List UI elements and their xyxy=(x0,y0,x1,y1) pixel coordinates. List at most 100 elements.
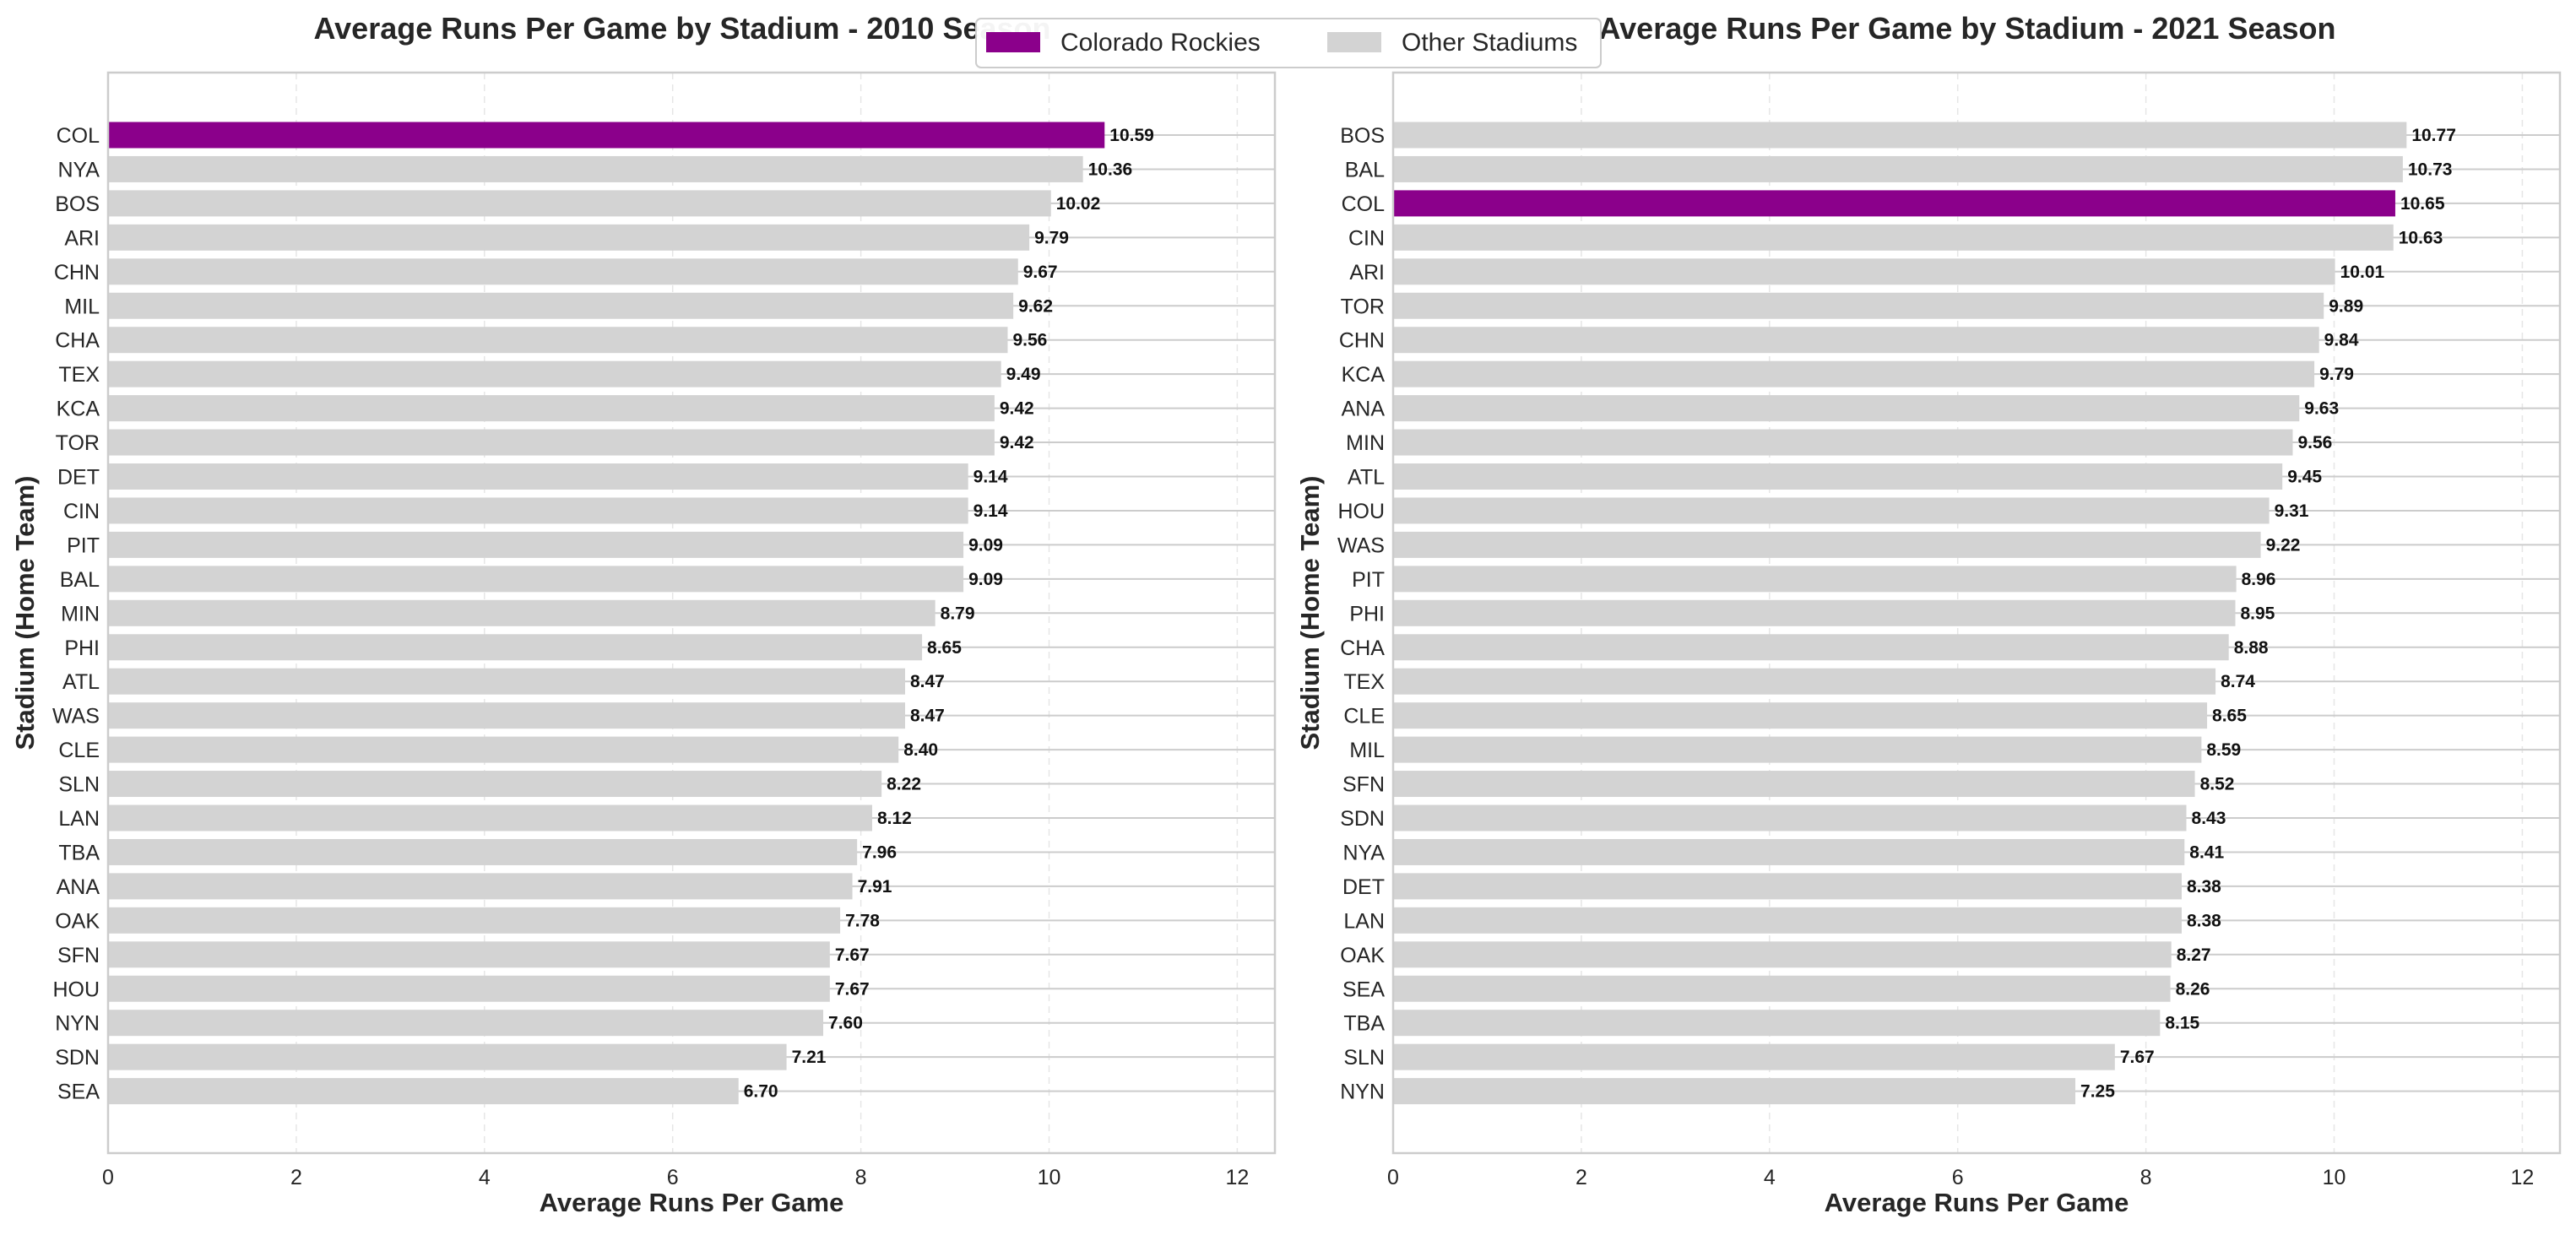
data-label-pit: 8.96 xyxy=(2242,570,2276,589)
x-tick-label: 4 xyxy=(1764,1166,1776,1189)
bar-min xyxy=(108,599,935,626)
y-tick-label-ana: ANA xyxy=(57,875,100,899)
bar-mil xyxy=(108,292,1014,319)
x-tick-label: 12 xyxy=(2511,1166,2535,1189)
bar-sln xyxy=(108,771,882,798)
x-tick-label: 2 xyxy=(1575,1166,1587,1189)
x-tick-label: 0 xyxy=(102,1166,114,1189)
data-label-hou: 9.31 xyxy=(2275,501,2309,521)
data-label-kca: 9.79 xyxy=(2319,365,2354,384)
bar-tba xyxy=(1393,1010,2161,1037)
bar-hou xyxy=(1393,497,2270,524)
x-axis-label: Average Runs Per Game xyxy=(540,1188,844,1217)
y-tick-label-hou: HOU xyxy=(52,978,100,1001)
data-label-lan: 8.38 xyxy=(2187,911,2221,930)
bar-cle xyxy=(108,736,899,763)
y-tick-label-cha: CHA xyxy=(55,329,100,353)
y-tick-label-phi: PHI xyxy=(64,636,100,660)
data-label-sfn: 8.52 xyxy=(2200,775,2235,794)
bar-bal xyxy=(108,566,964,593)
legend-swatch xyxy=(986,32,1040,52)
y-tick-label-sln: SLN xyxy=(1343,1046,1385,1070)
bar-tba xyxy=(108,838,858,865)
data-label-bos: 10.02 xyxy=(1056,194,1101,214)
data-label-tba: 7.96 xyxy=(862,842,897,862)
y-tick-label-sdn: SDN xyxy=(1340,807,1385,831)
y-tick-label-col: COL xyxy=(57,124,100,148)
data-label-kca: 9.42 xyxy=(1000,399,1034,419)
data-label-sea: 6.70 xyxy=(744,1082,778,1102)
bar-oak xyxy=(108,907,841,934)
data-label-lan: 8.12 xyxy=(877,809,912,828)
data-label-sea: 8.26 xyxy=(2176,979,2210,999)
y-tick-label-col: COL xyxy=(1342,192,1386,216)
data-label-was: 9.22 xyxy=(2266,535,2301,555)
data-label-nya: 10.36 xyxy=(1088,160,1133,179)
y-tick-label-chn: CHN xyxy=(1339,329,1385,353)
data-label-nya: 8.41 xyxy=(2189,842,2224,862)
bar-hou xyxy=(108,975,830,1002)
bar-nyn xyxy=(108,1010,824,1037)
data-label-ana: 7.91 xyxy=(858,877,892,896)
y-tick-label-sln: SLN xyxy=(58,773,100,797)
legend: Colorado Rockies Other Stadiums xyxy=(975,18,1602,68)
legend-swatch xyxy=(1327,32,1381,52)
bar-sea xyxy=(1393,975,2171,1002)
data-label-tex: 8.74 xyxy=(2221,672,2255,691)
y-tick-label-was: WAS xyxy=(1337,534,1385,557)
chart-title: Average Runs Per Game by Stadium - 2010 … xyxy=(313,11,1050,46)
data-label-tor: 9.42 xyxy=(1000,433,1034,452)
bar-sea xyxy=(108,1078,739,1105)
y-tick-label-mil: MIL xyxy=(1349,739,1385,762)
chart-panel-2021: 10.77 BOS 10.73 BAL 10.65 COL 10.63 CIN 10.01 ARI… xyxy=(1295,11,2562,1217)
data-label-sdn: 7.21 xyxy=(792,1048,827,1067)
legend-label: Other Stadiums xyxy=(1402,29,1577,57)
data-label-sln: 7.67 xyxy=(2120,1048,2155,1067)
y-tick-label-cle: CLE xyxy=(58,739,100,762)
data-label-col: 10.59 xyxy=(1109,126,1154,145)
x-tick-label: 6 xyxy=(667,1166,679,1189)
y-tick-label-cin: CIN xyxy=(63,500,100,523)
data-label-phi: 8.95 xyxy=(2240,604,2275,623)
x-tick-label: 10 xyxy=(1038,1166,1061,1189)
chart-title: Average Runs Per Game by Stadium - 2021 … xyxy=(1598,11,2335,46)
data-label-mil: 9.62 xyxy=(1018,296,1053,316)
y-tick-label-kca: KCA xyxy=(1342,363,1386,387)
y-tick-label-pit: PIT xyxy=(1352,568,1385,592)
bar-col xyxy=(1393,190,2395,217)
data-label-oak: 8.27 xyxy=(2177,945,2211,965)
data-label-cin: 9.14 xyxy=(973,501,1008,521)
data-label-ari: 10.01 xyxy=(2340,263,2385,282)
bar-tex xyxy=(108,360,1001,387)
x-tick-label: 6 xyxy=(1952,1166,1964,1189)
data-label-chn: 9.84 xyxy=(2324,331,2359,350)
y-tick-label-lan: LAN xyxy=(58,807,100,831)
y-axis-label: Stadium (Home Team) xyxy=(1295,476,1325,750)
y-tick-label-chn: CHN xyxy=(54,261,100,284)
bar-tor xyxy=(108,429,995,456)
legend-label: Colorado Rockies xyxy=(1060,29,1261,57)
y-tick-label-mil: MIL xyxy=(64,295,100,318)
y-tick-label-min: MIN xyxy=(1346,431,1385,455)
y-tick-label-bos: BOS xyxy=(1340,124,1385,148)
bar-ari xyxy=(1393,258,2335,285)
bar-sfn xyxy=(1393,771,2195,798)
data-label-ana: 9.63 xyxy=(2304,399,2339,419)
y-tick-label-atl: ATL xyxy=(62,670,100,694)
y-tick-label-bal: BAL xyxy=(60,568,100,592)
y-tick-label-det: DET xyxy=(57,466,100,490)
bar-nya xyxy=(108,155,1083,182)
bar-chn xyxy=(1393,327,2319,354)
y-tick-label-kca: KCA xyxy=(57,398,100,421)
x-tick-label: 4 xyxy=(479,1166,491,1189)
bar-det xyxy=(108,463,968,490)
x-tick-label: 8 xyxy=(855,1166,867,1189)
data-label-col: 10.65 xyxy=(2400,194,2445,214)
data-label-nyn: 7.25 xyxy=(2080,1082,2115,1102)
bar-pit xyxy=(108,531,964,558)
bar-min xyxy=(1393,429,2293,456)
data-label-oak: 7.78 xyxy=(845,911,880,930)
bar-chn xyxy=(108,258,1018,285)
bar-tor xyxy=(1393,292,2324,319)
bar-cle xyxy=(1393,702,2208,729)
